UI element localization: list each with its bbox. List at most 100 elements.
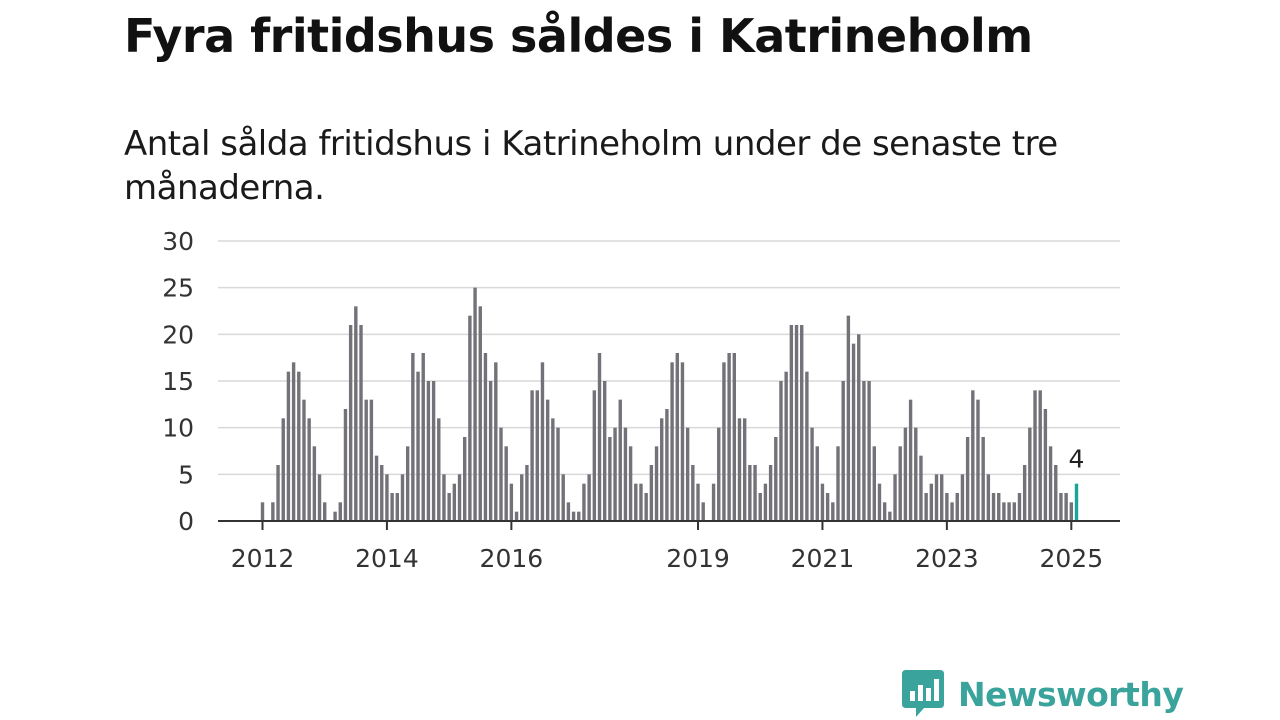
bar xyxy=(348,325,353,521)
bar xyxy=(971,390,975,521)
bar xyxy=(307,418,311,521)
bar xyxy=(960,474,965,521)
bar xyxy=(260,502,265,521)
x-tick-label: 2021 xyxy=(791,544,855,573)
bar xyxy=(447,493,451,521)
bar xyxy=(1012,502,1016,521)
x-tick-label: 2023 xyxy=(915,544,979,573)
bar xyxy=(457,474,462,521)
bar xyxy=(1064,493,1068,521)
bars: 4 xyxy=(260,287,1085,521)
bar xyxy=(385,474,389,521)
bar xyxy=(442,474,446,521)
bar xyxy=(302,399,306,521)
bar xyxy=(986,474,991,521)
bar xyxy=(1033,390,1037,521)
bar xyxy=(862,381,866,521)
bar xyxy=(831,502,835,521)
bar xyxy=(976,399,980,521)
bar xyxy=(494,362,498,521)
logo-icon xyxy=(902,670,944,717)
logo-text: Newsworthy xyxy=(958,674,1184,714)
bar xyxy=(535,390,539,521)
bar xyxy=(354,306,358,521)
bar xyxy=(898,446,902,521)
bar xyxy=(841,381,845,521)
bar xyxy=(903,427,908,521)
bar xyxy=(1048,446,1053,521)
bar xyxy=(582,483,586,521)
bar xyxy=(499,427,503,521)
bar xyxy=(825,493,830,521)
bar xyxy=(955,493,959,521)
bar xyxy=(685,427,690,521)
bar xyxy=(924,493,928,521)
bar xyxy=(416,371,420,521)
bar xyxy=(872,446,876,521)
bar xyxy=(836,446,840,521)
bar xyxy=(940,474,944,521)
bar xyxy=(701,502,705,521)
bar xyxy=(893,474,897,521)
bar xyxy=(660,418,664,521)
bar xyxy=(297,371,301,521)
bar xyxy=(390,493,394,521)
bar xyxy=(400,474,405,521)
bar xyxy=(789,325,794,521)
bar xyxy=(628,446,633,521)
x-tick-label: 2019 xyxy=(666,544,730,573)
bar xyxy=(566,502,571,521)
bar xyxy=(867,381,871,521)
chart-title: Fyra fritidshus såldes i Katrineholm xyxy=(124,9,1033,63)
bar xyxy=(654,446,659,521)
bar xyxy=(561,474,565,521)
bar xyxy=(929,483,934,521)
bar xyxy=(888,511,892,521)
bar xyxy=(608,437,612,521)
bar xyxy=(276,465,280,521)
bar xyxy=(618,399,622,521)
bar xyxy=(1043,409,1048,521)
bar xyxy=(805,371,809,521)
bar xyxy=(613,427,617,521)
bar xyxy=(286,371,291,521)
bar xyxy=(623,427,628,521)
bar xyxy=(587,474,591,521)
bar xyxy=(369,399,374,521)
bar xyxy=(411,353,415,521)
bar xyxy=(271,502,275,521)
y-tick-label: 30 xyxy=(162,227,194,256)
y-tick-label: 0 xyxy=(178,507,194,536)
bar xyxy=(670,362,674,521)
bar xyxy=(463,437,467,521)
x-tick-label: 2012 xyxy=(231,544,295,573)
bar xyxy=(810,427,814,521)
bar xyxy=(551,418,555,521)
bar xyxy=(768,465,773,521)
bar xyxy=(1022,465,1027,521)
bar xyxy=(291,362,296,521)
bar xyxy=(437,418,441,521)
bar xyxy=(722,362,726,521)
bar xyxy=(343,409,348,521)
bar xyxy=(908,399,913,521)
chart-subtitle: Antal sålda fritidshus i Katrineholm und… xyxy=(124,124,1058,208)
bar xyxy=(914,427,918,521)
bar xyxy=(577,511,581,521)
bar xyxy=(774,437,778,521)
bar xyxy=(919,455,923,521)
bar xyxy=(421,353,425,521)
bar xyxy=(1028,427,1032,521)
bar xyxy=(732,353,737,521)
bar xyxy=(991,493,996,521)
bar xyxy=(711,483,716,521)
bar xyxy=(602,381,607,521)
x-axis: 2012 2014 2016 2019 2021 2023 2025 xyxy=(218,520,1120,573)
bar xyxy=(717,427,721,521)
bar xyxy=(763,483,768,521)
y-tick-label: 10 xyxy=(162,414,194,443)
bar xyxy=(473,287,477,521)
highlight-value-label: 4 xyxy=(1069,445,1085,474)
bar xyxy=(882,502,887,521)
bar xyxy=(509,483,514,521)
